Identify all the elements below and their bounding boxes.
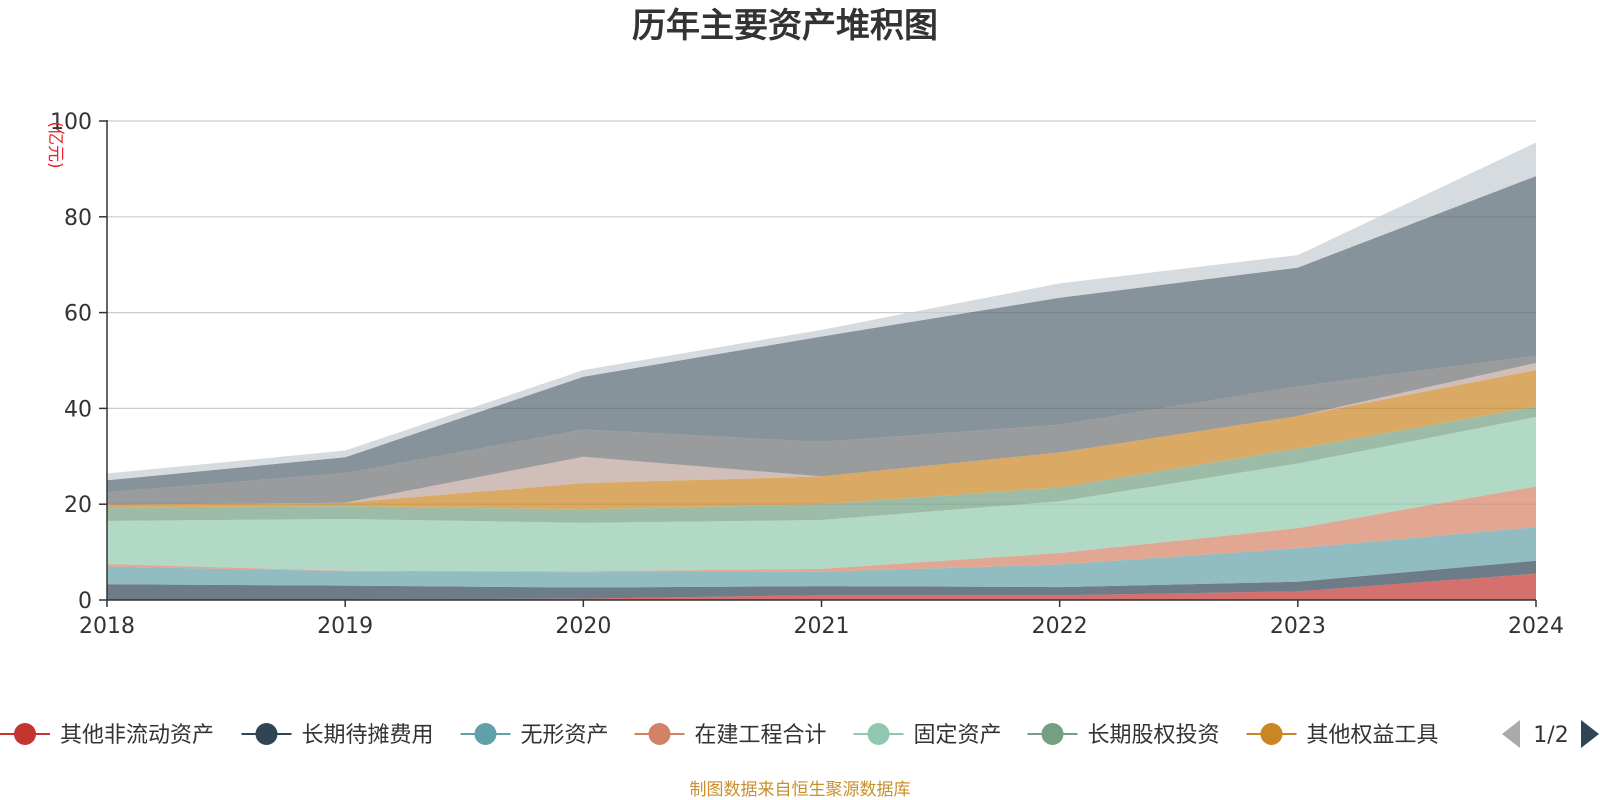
area-series-4[interactable]	[107, 486, 1536, 573]
legend-label: 固定资产	[914, 723, 1002, 748]
y-tick-label: 0	[78, 589, 92, 614]
legend-marker	[474, 723, 497, 745]
x-tick-label: 2021	[794, 614, 850, 639]
y-tick-label: 40	[64, 397, 92, 422]
legend-label: 其他非流动资产	[60, 723, 214, 748]
legend-label: 其他权益工具	[1307, 723, 1439, 748]
triangle-left-icon[interactable]	[1502, 720, 1520, 748]
legend-item[interactable]: 其他非流动资产	[0, 723, 214, 748]
x-tick-label: 2024	[1508, 614, 1564, 639]
area-series-7[interactable]	[107, 370, 1536, 510]
legend-item[interactable]: 无形资产	[460, 723, 609, 748]
legend[interactable]: 其他非流动资产 长期待摊费用 无形资产 在建工程合计 固定资产 长期股权投资 其他权益工具 1…	[0, 720, 1599, 748]
legend-label: 无形资产	[521, 723, 609, 748]
legend-item[interactable]: 固定资产	[853, 723, 1002, 748]
legend-item[interactable]: 长期待摊费用	[241, 723, 434, 748]
legend-item[interactable]: 长期股权投资	[1027, 723, 1220, 748]
area-series-2[interactable]	[107, 560, 1536, 600]
data-source-note: 制图数据来自恒生聚源数据库	[690, 780, 911, 800]
legend-marker	[14, 723, 36, 745]
triangle-right-icon[interactable]	[1581, 720, 1599, 748]
y-tick-label: 60	[64, 302, 92, 327]
legend-marker	[255, 723, 278, 745]
legend-label: 在建工程合计	[695, 723, 827, 748]
y-tick-label: 80	[64, 206, 92, 231]
legend-item[interactable]: 在建工程合计	[634, 723, 827, 748]
area-series-group	[107, 142, 1536, 600]
area-series-9[interactable]	[107, 355, 1536, 505]
legend-label: 长期股权投资	[1088, 723, 1220, 748]
x-tick-label: 2019	[317, 614, 373, 639]
legend-pager[interactable]: 1/2	[1502, 720, 1599, 748]
legend-marker	[867, 723, 890, 745]
legend-label: 长期待摊费用	[302, 723, 434, 748]
y-axis-unit-label: (亿元)	[45, 121, 65, 168]
area-series-5[interactable]	[107, 417, 1536, 572]
y-tick-label: 20	[64, 493, 92, 518]
area-series-1[interactable]	[107, 573, 1536, 600]
x-tick-label: 2018	[79, 614, 135, 639]
x-tick-label: 2023	[1270, 614, 1326, 639]
area-series-3[interactable]	[107, 527, 1536, 588]
legend-item[interactable]: 其他权益工具	[1246, 723, 1439, 748]
axes: 2018 2019 2020 2021 2022 2023 2024	[79, 120, 1564, 639]
legend-page-indicator: 1/2	[1533, 723, 1568, 748]
legend-marker	[1260, 723, 1283, 745]
x-tick-label: 2020	[555, 614, 611, 639]
legend-marker	[1041, 723, 1064, 745]
area-series-10[interactable]	[107, 176, 1536, 493]
x-tick-label: 2022	[1032, 614, 1088, 639]
area-series-6[interactable]	[107, 406, 1536, 523]
legend-marker	[648, 723, 671, 745]
y-tick-label: 100	[50, 110, 92, 135]
chart-title: 历年主要资产堆积图	[632, 6, 938, 46]
